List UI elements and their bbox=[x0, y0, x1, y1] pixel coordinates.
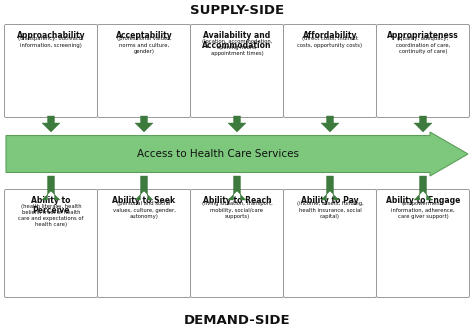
Text: (direct costs, indirect
costs, opportunity costs): (direct costs, indirect costs, opportuni… bbox=[298, 36, 363, 47]
Polygon shape bbox=[6, 132, 468, 176]
Polygon shape bbox=[42, 176, 60, 200]
Polygon shape bbox=[42, 116, 60, 132]
Polygon shape bbox=[228, 176, 246, 200]
Text: Ability to Pay: Ability to Pay bbox=[301, 196, 359, 205]
Polygon shape bbox=[414, 116, 432, 132]
Text: Ability to Reach: Ability to Reach bbox=[203, 196, 271, 205]
FancyBboxPatch shape bbox=[283, 24, 376, 118]
Polygon shape bbox=[321, 116, 339, 132]
Text: Ability to Engage: Ability to Engage bbox=[386, 196, 460, 205]
Text: (personal and social
values, culture, gender,
autonomy): (personal and social values, culture, ge… bbox=[112, 201, 175, 219]
FancyBboxPatch shape bbox=[98, 24, 191, 118]
Text: DEMAND-SIDE: DEMAND-SIDE bbox=[184, 314, 290, 327]
Text: (professional values,
norms and culture,
gender): (professional values, norms and culture,… bbox=[117, 36, 171, 54]
Text: (quality, adequacy,
coordination of care,
continuity of care): (quality, adequacy, coordination of care… bbox=[396, 36, 450, 54]
Text: Access to Health Care Services: Access to Health Care Services bbox=[137, 149, 299, 159]
Text: Acceptability: Acceptability bbox=[116, 31, 173, 40]
Polygon shape bbox=[135, 116, 153, 132]
Text: (income, assets, funding,
health insurance, social
capital): (income, assets, funding, health insuran… bbox=[297, 201, 364, 219]
Polygon shape bbox=[228, 116, 246, 132]
Text: Approachability: Approachability bbox=[17, 31, 85, 40]
Text: Affordability: Affordability bbox=[303, 31, 357, 40]
Text: SUPPLY-SIDE: SUPPLY-SIDE bbox=[190, 4, 284, 17]
Text: Availability and
Accommodation: Availability and Accommodation bbox=[202, 31, 272, 50]
Text: (location, accommodation,
opening hours,
appointment times): (location, accommodation, opening hours,… bbox=[202, 39, 272, 56]
Polygon shape bbox=[321, 176, 339, 200]
Text: Ability to
Perceive: Ability to Perceive bbox=[31, 196, 71, 215]
FancyBboxPatch shape bbox=[98, 189, 191, 298]
FancyBboxPatch shape bbox=[4, 189, 98, 298]
FancyBboxPatch shape bbox=[376, 189, 470, 298]
FancyBboxPatch shape bbox=[376, 24, 470, 118]
Text: (living situation, transport,
mobility, social/care
supports): (living situation, transport, mobility, … bbox=[201, 201, 273, 219]
FancyBboxPatch shape bbox=[4, 24, 98, 118]
FancyBboxPatch shape bbox=[191, 189, 283, 298]
Polygon shape bbox=[135, 176, 153, 200]
Text: (health literacy, health
beliefs, trust of health
care and expectations of
healt: (health literacy, health beliefs, trust … bbox=[18, 204, 84, 227]
FancyBboxPatch shape bbox=[191, 24, 283, 118]
Polygon shape bbox=[414, 176, 432, 200]
Text: (empowerment,
information, adherence,
care giver support): (empowerment, information, adherence, ca… bbox=[391, 201, 455, 219]
Text: Appropriateness: Appropriateness bbox=[387, 31, 459, 40]
Text: (transparency, outreach,
information, screening): (transparency, outreach, information, sc… bbox=[18, 36, 84, 47]
FancyBboxPatch shape bbox=[283, 189, 376, 298]
Text: Ability to Seek: Ability to Seek bbox=[112, 196, 175, 205]
